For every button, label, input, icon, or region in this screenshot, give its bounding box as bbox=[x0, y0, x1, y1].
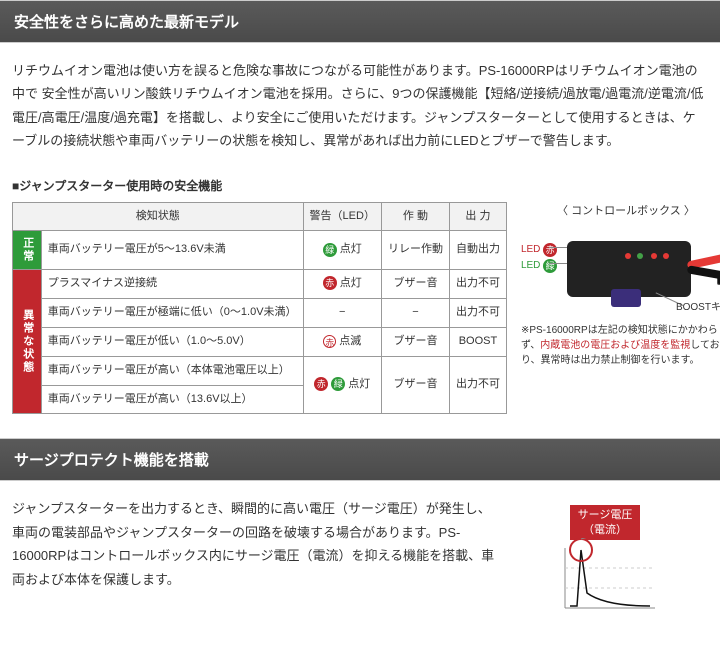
surge-graph-icon bbox=[545, 538, 665, 618]
table-row: 車両バッテリー電圧が極端に低い（0〜1.0V未満） − − 出力不可 bbox=[13, 299, 507, 328]
cb-plug-icon bbox=[611, 289, 641, 307]
table-row: 正常 車両バッテリー電圧が5〜13.6V未満 緑点灯 リレー作動 自動出力 bbox=[13, 231, 507, 270]
row-desc: 車両バッテリー電圧が高い（本体電池電圧以上） bbox=[41, 356, 303, 385]
row-output: 出力不可 bbox=[449, 270, 506, 299]
led-text: 点灯 bbox=[340, 243, 362, 255]
led-dot-green-icon: 緑 bbox=[331, 377, 345, 391]
cb-led-icon bbox=[625, 253, 631, 259]
section1-paragraph: リチウムイオン電池は使い方を誤ると危険な事故につながる可能性があります。PS-1… bbox=[12, 59, 708, 153]
row-output: BOOST bbox=[449, 327, 506, 356]
row-led: 緑点灯 bbox=[303, 231, 381, 270]
led-dot-red-icon: 赤 bbox=[323, 276, 337, 290]
cb-led-icon bbox=[637, 253, 643, 259]
row-desc: 車両バッテリー電圧が5〜13.6V未満 bbox=[41, 231, 303, 270]
row-led: − bbox=[303, 299, 381, 328]
row-desc: 車両バッテリー電圧が極端に低い（0〜1.0V未満） bbox=[41, 299, 303, 328]
row-output: 出力不可 bbox=[449, 299, 506, 328]
safety-table-wrap: 検知状態 警告（LED） 作 動 出 力 正常 車両バッテリー電圧が5〜13.6… bbox=[12, 202, 507, 415]
table-row: 車両バッテリー電圧が低い（1.0〜5.0V） 赤点滅 ブザー音 BOOST bbox=[13, 327, 507, 356]
controlbox-led-green-label: LED 緑 bbox=[521, 257, 560, 275]
row-desc: 車両バッテリー電圧が低い（1.0〜5.0V） bbox=[41, 327, 303, 356]
led-dot-green-icon: 緑 bbox=[543, 259, 557, 273]
section1-body: リチウムイオン電池は使い方を誤ると危険な事故につながる可能性があります。PS-1… bbox=[0, 43, 720, 438]
note-highlight: 内蔵電池の電圧および温度を監視 bbox=[540, 340, 690, 351]
led-text: 点灯 bbox=[348, 378, 370, 390]
section2-body: ジャンプスターターを出力するとき、瞬間的に高い電圧（サージ電圧）が発生し、車両の… bbox=[0, 481, 720, 615]
section-header-safety: 安全性をさらに高めた最新モデル bbox=[0, 0, 720, 43]
led-dot-red-icon: 赤 bbox=[314, 377, 328, 391]
table-header-row: 検知状態 警告（LED） 作 動 出 力 bbox=[13, 202, 507, 231]
controlbox-title: 〈 コントロールボックス 〉 bbox=[521, 202, 720, 222]
table-row: 異常な状態 プラスマイナス逆接続 赤点灯 ブザー音 出力不可 bbox=[13, 270, 507, 299]
th-output: 出 力 bbox=[449, 202, 506, 231]
row-output: 出力不可 bbox=[449, 356, 506, 414]
surge-tag: サージ電圧 （電流） bbox=[570, 505, 641, 540]
row-action: ブザー音 bbox=[381, 327, 449, 356]
row-led: 赤点滅 bbox=[303, 327, 381, 356]
th-status: 検知状態 bbox=[13, 202, 304, 231]
led-dot-green-icon: 緑 bbox=[323, 243, 337, 257]
led-text: 点滅 bbox=[339, 335, 361, 347]
cb-cable-black-icon bbox=[687, 266, 720, 282]
row-action: − bbox=[381, 299, 449, 328]
section2-paragraph: ジャンプスターターを出力するとき、瞬間的に高い電圧（サージ電圧）が発生し、車両の… bbox=[12, 497, 500, 591]
th-action: 作 動 bbox=[381, 202, 449, 231]
row-desc: プラスマイナス逆接続 bbox=[41, 270, 303, 299]
controlbox-boost-label: BOOSTキー bbox=[676, 299, 720, 317]
surge-tag-line1: サージ電圧 bbox=[578, 509, 633, 521]
row-led: 赤緑点灯 bbox=[303, 356, 381, 414]
controlbox-diagram: LED 赤 LED 緑 BOOSTキー bbox=[521, 227, 720, 317]
table-row: 車両バッテリー電圧が高い（本体電池電圧以上） 赤緑点灯 ブザー音 出力不可 bbox=[13, 356, 507, 385]
row-action: ブザー音 bbox=[381, 356, 449, 414]
safety-table: 検知状態 警告（LED） 作 動 出 力 正常 車両バッテリー電圧が5〜13.6… bbox=[12, 202, 507, 415]
row-output: 自動出力 bbox=[449, 231, 506, 270]
status-normal-label: 正常 bbox=[13, 231, 42, 270]
content-row: 検知状態 警告（LED） 作 動 出 力 正常 車両バッテリー電圧が5〜13.6… bbox=[12, 202, 708, 415]
led-text: 点灯 bbox=[340, 277, 362, 289]
cb-led-icon bbox=[651, 253, 657, 259]
section-header-surge: サージプロテクト機能を搭載 bbox=[0, 438, 720, 481]
surge-figure: サージ電圧 （電流） bbox=[530, 505, 680, 618]
controlbox-note: ※PS-16000RPは左記の検知状態にかかわらず、内蔵電池の電圧および温度を監… bbox=[521, 323, 720, 368]
surge-tag-line2: （電流） bbox=[583, 524, 627, 536]
controlbox-panel: 〈 コントロールボックス 〉 LED 赤 LED 緑 BOOSTキー bbox=[521, 202, 720, 369]
row-led: 赤点灯 bbox=[303, 270, 381, 299]
row-action: リレー作動 bbox=[381, 231, 449, 270]
row-desc: 車両バッテリー電圧が高い（13.6V以上） bbox=[41, 385, 303, 414]
led-dot-red-icon: 赤 bbox=[543, 243, 557, 257]
led-dot-red-outline-icon: 赤 bbox=[323, 335, 336, 348]
table-subheading: ■ジャンプスターター使用時の安全機能 bbox=[12, 176, 708, 198]
cb-led-icon bbox=[663, 253, 669, 259]
row-action: ブザー音 bbox=[381, 270, 449, 299]
th-led: 警告（LED） bbox=[303, 202, 381, 231]
status-abnormal-label: 異常な状態 bbox=[13, 270, 42, 414]
